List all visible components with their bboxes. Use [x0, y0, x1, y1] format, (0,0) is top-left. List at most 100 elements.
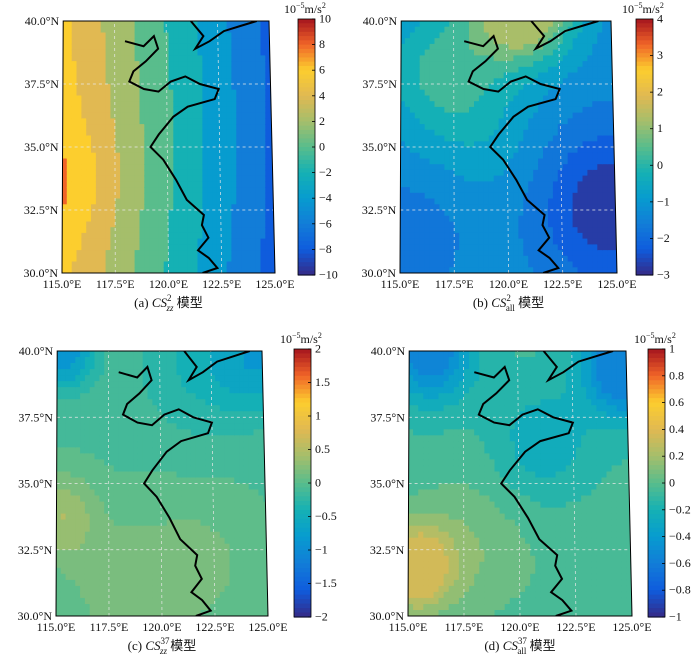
field-cell: [577, 129, 584, 137]
field-cell: [118, 591, 125, 599]
field-cell: [483, 232, 490, 240]
field-cell: [454, 135, 460, 142]
field-cell: [409, 187, 416, 194]
field-cell: [459, 129, 465, 137]
field-cell: [528, 255, 534, 263]
field-cell: [572, 95, 579, 102]
field-cell: [250, 187, 257, 194]
field-cell: [483, 89, 490, 97]
field-cell: [246, 255, 252, 263]
field-cell: [216, 175, 223, 183]
field-cell: [128, 525, 134, 533]
field-cell: [607, 267, 613, 273]
field-cell: [587, 164, 594, 171]
field-cell: [548, 198, 554, 205]
field-cell: [89, 369, 96, 376]
field-cell: [65, 357, 72, 364]
field-cell: [154, 78, 160, 85]
field-cell: [124, 147, 131, 154]
field-cell: [65, 405, 72, 412]
field-cell: [76, 21, 83, 28]
field-cell: [572, 26, 579, 34]
field-cell: [444, 210, 451, 217]
field-cell: [94, 477, 101, 485]
field-cell: [557, 38, 564, 45]
field-cell: [439, 164, 446, 171]
field-cell: [183, 244, 189, 251]
field-cell: [236, 255, 242, 263]
colorbar-step: [636, 48, 653, 54]
field-cell: [602, 147, 608, 154]
field-cell: [139, 38, 146, 45]
field-cell: [454, 95, 460, 102]
field-cell: [65, 399, 72, 406]
field-cell: [419, 147, 426, 154]
field-cell: [454, 112, 460, 120]
field-cell: [115, 250, 121, 257]
field-cell: [612, 49, 617, 57]
field-cell: [250, 261, 257, 268]
field-cell: [543, 38, 549, 45]
field-cell: [60, 537, 67, 545]
field-cell: [449, 135, 455, 142]
field-cell: [587, 192, 594, 200]
field-cell: [577, 32, 584, 39]
field-cell: [241, 49, 247, 57]
field-cell: [577, 147, 584, 154]
field-cell: [221, 175, 228, 183]
field-cell: [113, 495, 120, 503]
field-cell: [81, 250, 87, 257]
field-cell: [434, 61, 441, 68]
field-cell: [493, 164, 500, 171]
field-cell: [75, 531, 81, 539]
field-cell: [241, 38, 247, 45]
field-cell: [548, 21, 554, 28]
field-cell: [513, 95, 520, 102]
field-cell: [449, 84, 455, 91]
field-cell: [187, 210, 194, 217]
field-cell: [400, 238, 406, 246]
field-cell: [221, 32, 228, 39]
field-cell: [602, 181, 608, 188]
field-cell: [115, 32, 121, 39]
field-cell: [528, 141, 534, 148]
field-cell: [118, 399, 125, 406]
field-cell: [562, 192, 569, 200]
field-cell: [523, 21, 529, 28]
field-cell: [454, 187, 460, 194]
field-cell: [154, 261, 160, 268]
field-cell: [95, 232, 102, 240]
field-cell: [109, 387, 115, 394]
field-cell: [493, 38, 500, 45]
field-cell: [216, 250, 223, 257]
field-cell: [192, 118, 199, 125]
field-cell: [226, 227, 233, 234]
field-cell: [474, 38, 480, 45]
field-cell: [419, 198, 426, 205]
field-cell: [115, 61, 121, 68]
field-cell: [163, 38, 170, 45]
field-cell: [508, 215, 515, 223]
meridian: [558, 21, 564, 273]
field-cell: [84, 525, 91, 533]
field-cell: [187, 192, 194, 200]
field-cell: [144, 250, 150, 257]
field-cell: [133, 471, 139, 479]
field-cell: [66, 129, 73, 137]
field-cell: [483, 192, 490, 200]
field-cell: [572, 32, 579, 39]
field-cell: [99, 507, 105, 515]
field-cell: [260, 244, 267, 251]
field-cell: [113, 393, 120, 400]
field-cell: [154, 124, 160, 131]
field-cell: [567, 124, 574, 131]
field-cell: [439, 78, 446, 85]
field-cell: [149, 32, 155, 39]
field-cell: [552, 124, 559, 131]
field-cell: [56, 537, 62, 545]
field-cell: [81, 238, 87, 246]
field-cell: [109, 507, 115, 515]
field-cell: [226, 255, 233, 263]
field-cell: [404, 141, 411, 148]
field-cell: [552, 101, 559, 108]
